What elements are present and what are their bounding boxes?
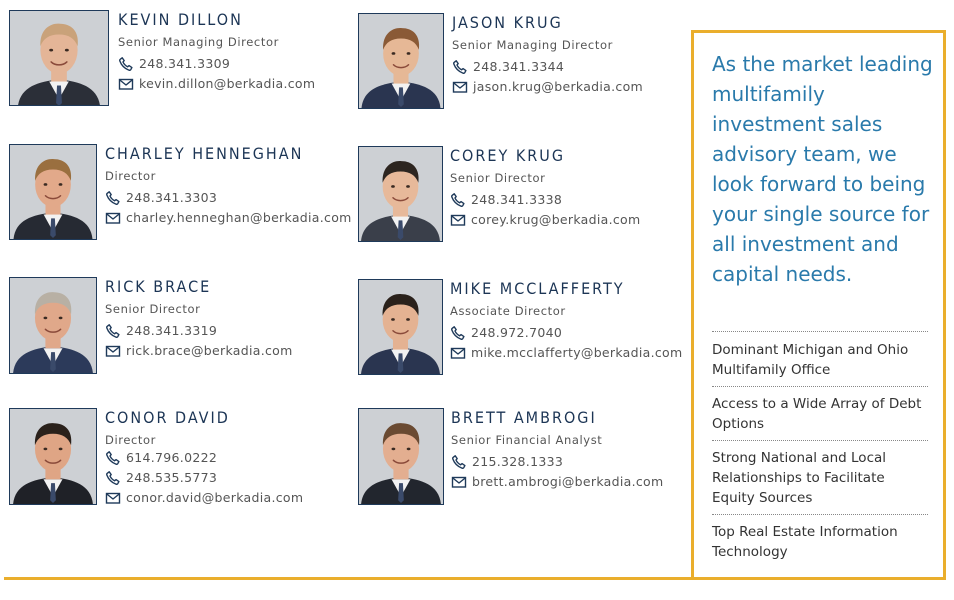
member-title: Director	[105, 433, 156, 447]
accent-divider	[4, 577, 694, 580]
phone-number[interactable]: 614.796.0222	[126, 450, 218, 465]
member-name: CONOR DAVID	[105, 408, 230, 427]
email-link[interactable]: charley.henneghan@berkadia.com	[126, 210, 352, 225]
phone-row: 614.796.0222	[105, 448, 303, 468]
email-row: mike.mcclafferty@berkadia.com	[450, 343, 682, 363]
phone-row: 248.535.5773	[105, 468, 303, 488]
email-row: kevin.dillon@berkadia.com	[118, 74, 315, 94]
email-link[interactable]: conor.david@berkadia.com	[126, 490, 304, 505]
member-name: JASON KRUG	[452, 13, 563, 32]
member-title: Senior Managing Director	[452, 38, 613, 52]
feature-item: Access to a Wide Array of Debt Options	[712, 386, 928, 440]
email-icon	[450, 345, 466, 361]
phone-number[interactable]: 248.341.3338	[471, 192, 563, 207]
feature-list: Dominant Michigan and Ohio Multifamily O…	[712, 331, 928, 568]
feature-item: Dominant Michigan and Ohio Multifamily O…	[712, 331, 928, 386]
member-title: Associate Director	[450, 304, 566, 318]
value-proposition-panel: As the market leading multifamily invest…	[691, 30, 946, 580]
phone-icon	[105, 470, 121, 486]
email-row: conor.david@berkadia.com	[105, 488, 303, 508]
phone-number[interactable]: 248.341.3303	[126, 190, 218, 205]
phone-number[interactable]: 248.341.3344	[473, 59, 565, 74]
phone-row: 248.341.3344	[452, 57, 643, 77]
email-link[interactable]: mike.mcclafferty@berkadia.com	[471, 345, 683, 360]
headshot-photo	[9, 144, 97, 240]
headshot-photo	[358, 13, 444, 109]
member-title: Senior Director	[105, 302, 201, 316]
phone-icon	[452, 59, 468, 75]
member-name: CHARLEY HENNEGHAN	[105, 144, 304, 163]
feature-item: Strong National and Local Relationships …	[712, 440, 928, 514]
member-name: MIKE MCCLAFFERTY	[450, 279, 625, 298]
email-link[interactable]: kevin.dillon@berkadia.com	[139, 76, 316, 91]
phone-number[interactable]: 248.341.3309	[139, 56, 231, 71]
member-title: Senior Financial Analyst	[451, 433, 603, 447]
member-name: BRETT AMBROGI	[451, 408, 597, 427]
feature-item: Top Real Estate Information Technology	[712, 514, 928, 568]
member-name: COREY KRUG	[450, 146, 565, 165]
email-link[interactable]: rick.brace@berkadia.com	[126, 343, 293, 358]
member-title: Senior Managing Director	[118, 35, 279, 49]
email-row: brett.ambrogi@berkadia.com	[451, 472, 663, 492]
email-row: rick.brace@berkadia.com	[105, 341, 293, 361]
email-icon	[451, 474, 467, 490]
email-row: corey.krug@berkadia.com	[450, 210, 640, 230]
phone-icon	[451, 454, 467, 470]
email-icon	[105, 210, 121, 226]
headshot-photo	[9, 277, 97, 374]
email-icon	[118, 76, 134, 92]
phone-icon	[105, 450, 121, 466]
email-link[interactable]: corey.krug@berkadia.com	[471, 212, 641, 227]
email-icon	[105, 343, 121, 359]
email-row: charley.henneghan@berkadia.com	[105, 208, 352, 228]
email-link[interactable]: brett.ambrogi@berkadia.com	[472, 474, 664, 489]
phone-row: 248.341.3338	[450, 190, 640, 210]
phone-icon	[118, 56, 134, 72]
member-name: KEVIN DILLON	[118, 10, 243, 29]
phone-row: 248.341.3303	[105, 188, 352, 208]
headshot-photo	[9, 408, 97, 505]
phone-icon	[450, 192, 466, 208]
email-row: jason.krug@berkadia.com	[452, 77, 643, 97]
phone-row: 248.972.7040	[450, 323, 682, 343]
phone-number[interactable]: 215.328.1333	[472, 454, 564, 469]
email-icon	[452, 79, 468, 95]
member-name: RICK BRACE	[105, 277, 212, 296]
headshot-photo	[358, 408, 444, 505]
phone-number[interactable]: 248.972.7040	[471, 325, 563, 340]
email-icon	[105, 490, 121, 506]
phone-icon	[105, 190, 121, 206]
phone-row: 215.328.1333	[451, 452, 663, 472]
headshot-photo	[358, 279, 443, 375]
phone-row: 248.341.3319	[105, 321, 293, 341]
phone-number[interactable]: 248.341.3319	[126, 323, 218, 338]
email-link[interactable]: jason.krug@berkadia.com	[473, 79, 644, 94]
phone-number[interactable]: 248.535.5773	[126, 470, 218, 485]
headshot-photo	[9, 10, 109, 106]
headshot-photo	[358, 146, 443, 242]
phone-icon	[105, 323, 121, 339]
phone-row: 248.341.3309	[118, 54, 315, 74]
member-title: Senior Director	[450, 171, 546, 185]
phone-icon	[450, 325, 466, 341]
member-title: Director	[105, 169, 156, 183]
tagline: As the market leading multifamily invest…	[712, 52, 933, 286]
email-icon	[450, 212, 466, 228]
